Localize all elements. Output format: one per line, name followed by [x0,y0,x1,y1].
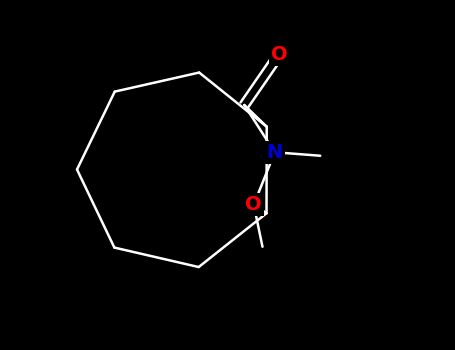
Text: O: O [245,195,262,214]
Text: N: N [267,143,283,162]
Text: O: O [271,45,288,64]
